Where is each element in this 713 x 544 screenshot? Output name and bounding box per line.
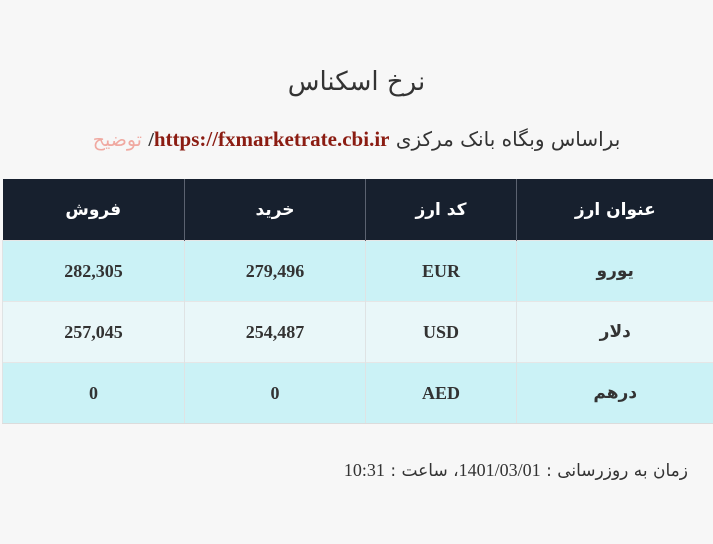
currency-code: EUR (365, 240, 517, 302)
explain-link[interactable]: توضیح (92, 129, 142, 151)
currency-code: AED (365, 362, 517, 424)
update-label: زمان به روزرسانی : (546, 461, 688, 481)
source-line: براساس وبگاه بانک مرکزی https://fxmarket… (0, 122, 713, 157)
separator: / (148, 129, 154, 151)
sell-price: 257,045 (2, 301, 185, 363)
table-row: دلار USD 254,487 257,045 (2, 301, 713, 363)
table-row: درهم AED 0 0 (2, 362, 713, 424)
sell-price: 0 (2, 362, 185, 424)
update-time: زمان به روزرسانی : 1401/03/01، ساعت : 10… (344, 456, 688, 485)
sell-price: 282,305 (2, 240, 185, 302)
header-code: کد ارز (365, 179, 517, 241)
header-title: عنوان ارز (516, 179, 713, 241)
update-date: 1401/03/01 (458, 460, 541, 480)
update-time-value: 10:31 (343, 460, 385, 480)
header-buy: خرید (184, 179, 366, 241)
currency-name: یورو (516, 240, 713, 302)
time-label: ، ساعت : (390, 461, 459, 481)
currency-name: دلار (516, 301, 713, 363)
table-header-row: عنوان ارز کد ارز خرید فروش (2, 179, 713, 241)
buy-price: 0 (184, 362, 366, 424)
table-row: یورو EUR 279,496 282,305 (2, 240, 713, 302)
buy-price: 279,496 (184, 240, 366, 302)
header-sell: فروش (2, 179, 185, 241)
currency-name: درهم (516, 362, 713, 424)
page-title: نرخ اسکناس (287, 67, 426, 97)
source-url-link[interactable]: https://fxmarketrate.cbi.ir (153, 127, 390, 151)
source-prefix: براساس وبگاه بانک مرکزی (395, 127, 621, 151)
buy-price: 254,487 (184, 301, 366, 363)
currency-rates-table: عنوان ارز کد ارز خرید فروش یورو EUR 279,… (2, 179, 713, 424)
currency-code: USD (365, 301, 517, 363)
